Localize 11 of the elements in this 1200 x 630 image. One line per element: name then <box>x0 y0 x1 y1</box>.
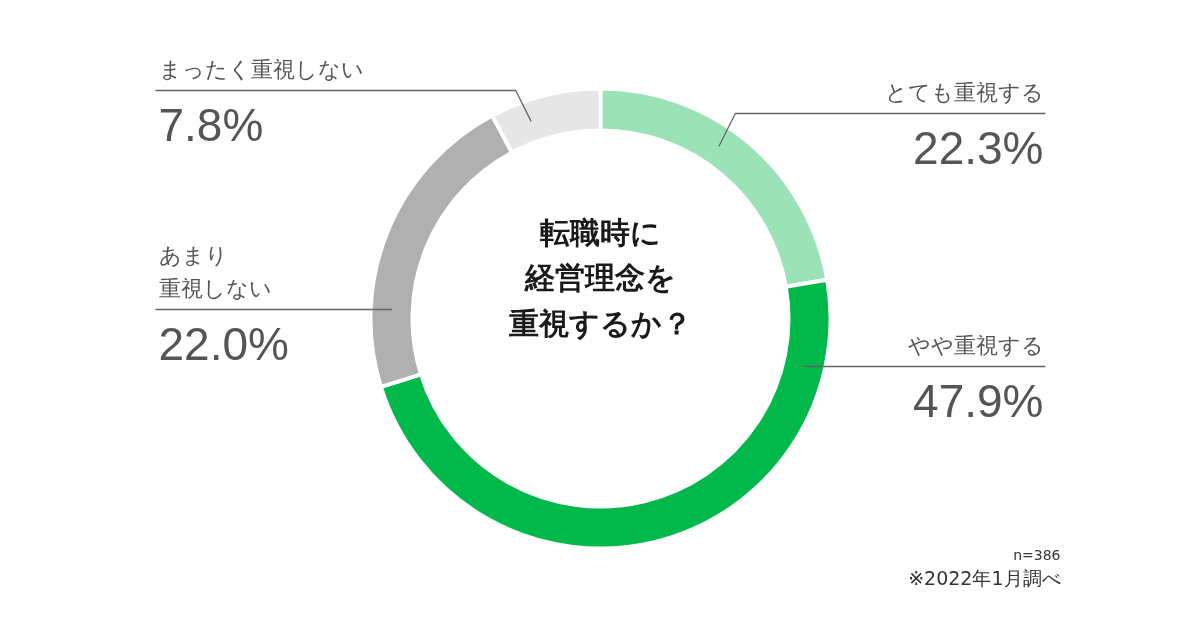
data-label: 22.3% <box>913 121 1044 174</box>
data-label: 22.0% <box>158 317 289 370</box>
data-label: 7.8% <box>158 98 264 151</box>
data-label: 47.9% <box>913 374 1044 427</box>
text: 転職時に経営理念を重視するか？ <box>509 214 692 341</box>
slice-label: とても重視する <box>884 79 1044 105</box>
slice-label: やや重視する <box>907 332 1044 358</box>
slice-label: まったく重視しない <box>158 56 364 82</box>
slice-label: あまり重視しない <box>158 243 272 301</box>
text: ※2022年1月調べ <box>908 566 1061 589</box>
text: n=386 <box>1013 546 1061 563</box>
